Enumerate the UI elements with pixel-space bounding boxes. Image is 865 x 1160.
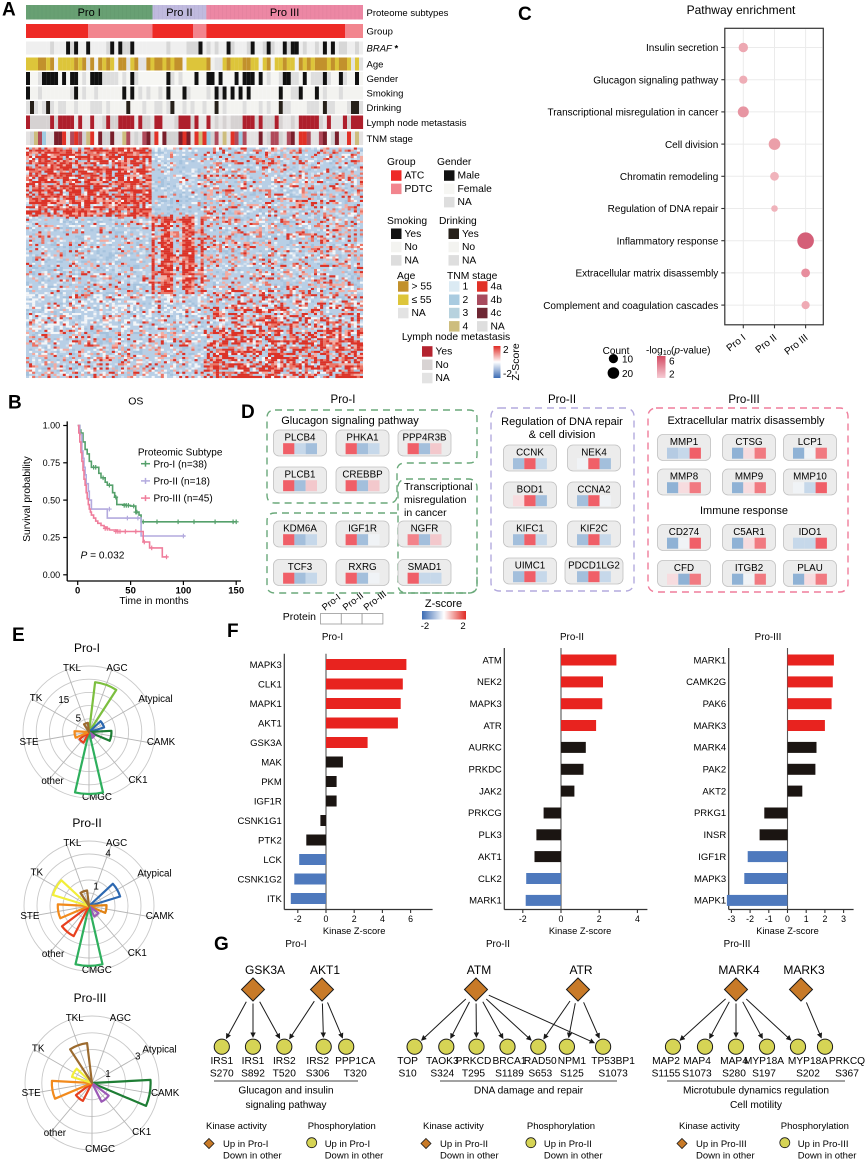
svg-text:Drinking: Drinking xyxy=(367,103,402,114)
svg-text:Smoking: Smoking xyxy=(367,89,404,100)
svg-text:BRAF *: BRAF * xyxy=(367,44,399,55)
svg-text:Lymph node metastasis: Lymph node metastasis xyxy=(367,118,467,129)
svg-text:Pro III: Pro III xyxy=(270,7,299,19)
svg-text:Group: Group xyxy=(367,27,393,38)
svg-text:A: A xyxy=(2,0,16,21)
svg-text:Proteome subtypes: Proteome subtypes xyxy=(367,8,449,19)
svg-text:Gender: Gender xyxy=(367,74,399,85)
svg-text:Pro I: Pro I xyxy=(78,7,101,19)
svg-text:Pro II: Pro II xyxy=(166,7,192,19)
svg-text:TNM stage: TNM stage xyxy=(367,134,413,145)
svg-text:Age: Age xyxy=(367,60,384,71)
